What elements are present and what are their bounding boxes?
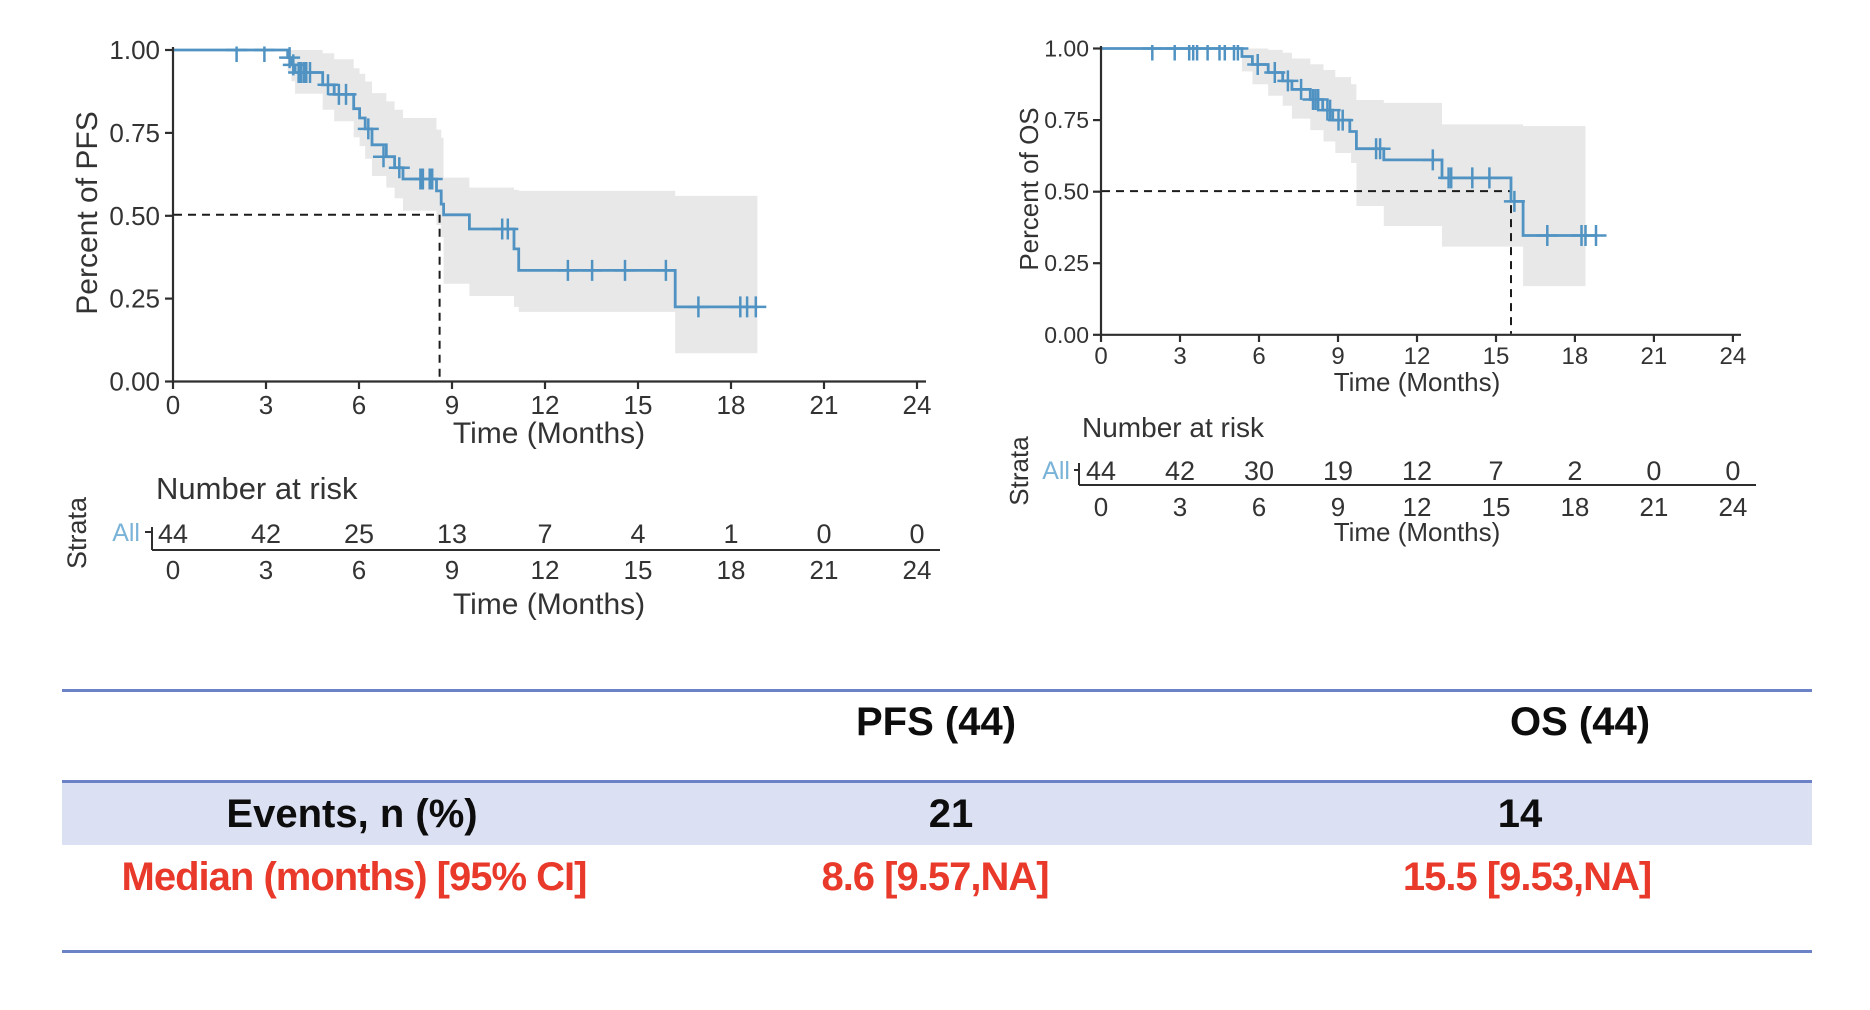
svg-text:Time (Months): Time (Months)	[1334, 367, 1501, 397]
svg-text:0.00: 0.00	[109, 367, 160, 397]
svg-text:0.75: 0.75	[109, 118, 160, 148]
svg-text:21: 21	[1639, 492, 1668, 522]
svg-text:0.25: 0.25	[1044, 250, 1089, 276]
svg-text:9: 9	[445, 555, 459, 585]
svg-text:12: 12	[531, 555, 560, 585]
svg-text:18: 18	[1562, 343, 1589, 370]
svg-text:12: 12	[1402, 456, 1432, 486]
svg-text:All: All	[112, 519, 140, 547]
svg-text:0.75: 0.75	[1044, 107, 1089, 133]
svg-text:7: 7	[537, 519, 552, 549]
svg-text:6: 6	[352, 555, 366, 585]
svg-text:1.00: 1.00	[109, 35, 160, 65]
svg-text:44: 44	[1086, 456, 1116, 486]
svg-text:21: 21	[1641, 343, 1668, 370]
svg-text:Number at risk: Number at risk	[1082, 412, 1265, 443]
svg-text:0: 0	[1094, 343, 1107, 370]
svg-text:0: 0	[816, 519, 831, 549]
svg-text:15: 15	[1482, 492, 1511, 522]
svg-text:25: 25	[344, 519, 374, 549]
svg-text:12: 12	[1403, 492, 1432, 522]
svg-text:9: 9	[445, 390, 459, 420]
svg-text:3: 3	[1173, 343, 1186, 370]
svg-text:0.00: 0.00	[1044, 322, 1089, 348]
svg-text:All: All	[1042, 457, 1070, 485]
svg-text:12: 12	[531, 390, 560, 420]
svg-text:Strata: Strata	[62, 496, 92, 569]
svg-text:12: 12	[1404, 343, 1431, 370]
svg-text:0: 0	[1725, 456, 1740, 486]
svg-text:Strata: Strata	[1004, 436, 1034, 506]
svg-text:18: 18	[717, 555, 746, 585]
svg-text:0: 0	[1094, 492, 1108, 522]
svg-text:19: 19	[1323, 456, 1353, 486]
svg-text:18: 18	[717, 390, 746, 420]
svg-text:0: 0	[166, 555, 180, 585]
svg-text:6: 6	[1252, 492, 1266, 522]
svg-text:42: 42	[1165, 456, 1195, 486]
svg-text:6: 6	[1252, 343, 1265, 370]
svg-text:0.50: 0.50	[1044, 179, 1089, 205]
svg-text:Time (Months): Time (Months)	[1334, 517, 1501, 547]
svg-text:24: 24	[903, 555, 932, 585]
svg-text:24: 24	[1718, 492, 1747, 522]
svg-text:Time (Months): Time (Months)	[453, 588, 645, 621]
svg-text:1: 1	[723, 519, 738, 549]
svg-text:13: 13	[437, 519, 467, 549]
svg-text:4: 4	[630, 519, 645, 549]
svg-text:15: 15	[624, 555, 653, 585]
svg-text:21: 21	[810, 555, 839, 585]
svg-text:42: 42	[251, 519, 281, 549]
svg-text:7: 7	[1488, 456, 1503, 486]
svg-text:0.50: 0.50	[109, 201, 160, 231]
svg-text:15: 15	[1483, 343, 1510, 370]
svg-text:9: 9	[1331, 343, 1344, 370]
svg-text:3: 3	[259, 390, 273, 420]
svg-text:2: 2	[1567, 456, 1582, 486]
svg-text:Percent of PFS: Percent of PFS	[71, 111, 104, 314]
svg-text:21: 21	[810, 390, 839, 420]
svg-text:44: 44	[158, 519, 188, 549]
svg-text:24: 24	[1720, 343, 1747, 370]
svg-text:1.00: 1.00	[1044, 36, 1089, 62]
svg-text:0.25: 0.25	[109, 284, 160, 314]
svg-text:0: 0	[166, 390, 180, 420]
svg-text:3: 3	[259, 555, 273, 585]
svg-text:30: 30	[1244, 456, 1274, 486]
svg-text:24: 24	[903, 390, 932, 420]
svg-text:18: 18	[1560, 492, 1589, 522]
svg-text:0: 0	[909, 519, 924, 549]
svg-text:6: 6	[352, 390, 366, 420]
svg-text:15: 15	[624, 390, 653, 420]
svg-text:Number at risk: Number at risk	[156, 471, 358, 506]
svg-text:Percent of OS: Percent of OS	[1014, 107, 1044, 270]
svg-text:Time (Months): Time (Months)	[453, 417, 645, 450]
svg-text:0: 0	[1646, 456, 1661, 486]
svg-text:9: 9	[1331, 492, 1345, 522]
svg-text:3: 3	[1173, 492, 1187, 522]
